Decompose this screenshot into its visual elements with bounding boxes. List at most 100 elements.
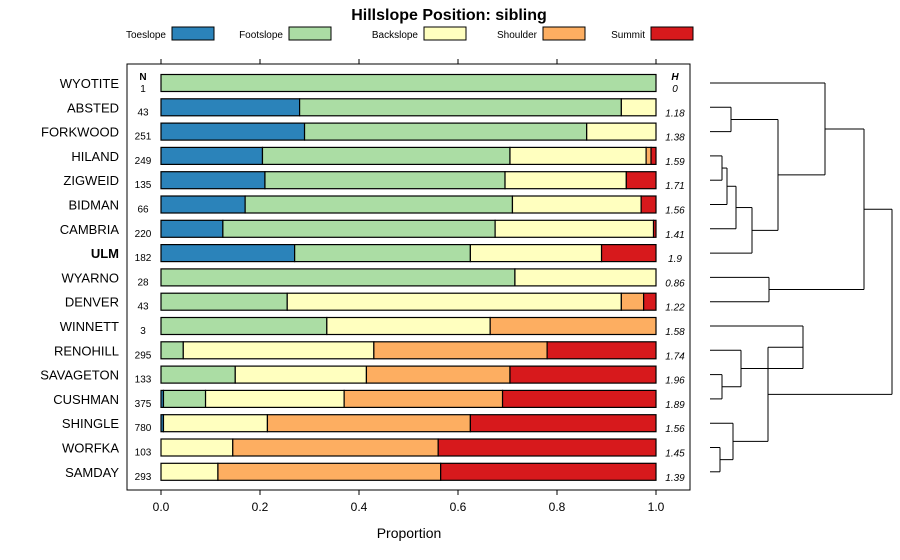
h-value: 1.56 xyxy=(665,206,685,217)
h-value: 1.56 xyxy=(665,424,685,435)
h-value: 0 xyxy=(672,84,678,95)
bar-segment-toeslope xyxy=(160,195,246,214)
bar-segment-footslope xyxy=(160,268,516,287)
x-tick-label: 0.6 xyxy=(450,500,467,514)
bar-segment-backslope xyxy=(286,292,622,311)
y-axis-labels: WYOTITE ABSTED FORKWOOD HILAND ZIGWEID BIDMAN… xyxy=(40,76,119,480)
h-value: 1.22 xyxy=(665,303,685,314)
bar-segment-toeslope xyxy=(160,244,296,263)
h-value: 1.58 xyxy=(665,327,685,338)
h-value: 1.74 xyxy=(665,351,685,362)
bar-segment-backslope xyxy=(234,365,368,384)
plot-area: 0.0 0.2 0.4 0.6 0.8 1.0 N H 1 0 43 1.18 251 1.38 249 1.… xyxy=(126,59,691,514)
n-header: N xyxy=(139,72,146,83)
bar-segment-toeslope xyxy=(160,219,224,238)
bar-segment-toeslope xyxy=(160,171,266,190)
bar-segment-backslope xyxy=(204,389,345,408)
bar-segment-shoulder xyxy=(620,292,645,311)
h-value: 1.38 xyxy=(665,133,685,144)
legend-swatch-footslope xyxy=(288,26,332,41)
bar-segment-toeslope xyxy=(160,98,301,117)
h-value: 1.39 xyxy=(665,473,685,484)
x-tick-label: 1.0 xyxy=(648,500,665,514)
category-label: WYOTITE xyxy=(60,76,120,91)
dendrogram xyxy=(710,82,893,473)
bar-segment-toeslope xyxy=(160,122,306,141)
bar-segment-footslope xyxy=(294,244,471,263)
n-value: 28 xyxy=(137,277,149,288)
bar-segment-toeslope xyxy=(160,146,264,165)
legend: Toeslope Footslope Backslope Shoulder Summit xyxy=(126,26,694,41)
x-tick-label: 0.4 xyxy=(351,500,368,514)
bar-segment-shoulder xyxy=(343,389,504,408)
x-tick-label: 0.2 xyxy=(252,500,269,514)
legend-swatch-backslope xyxy=(423,26,467,41)
h-value: 1.59 xyxy=(665,157,685,168)
bar-segment-footslope xyxy=(160,316,328,336)
bar-segment-summit xyxy=(625,171,657,190)
x-tick-label: 0.0 xyxy=(153,500,170,514)
bar-segment-backslope xyxy=(326,316,491,336)
category-label: CAMBRIA xyxy=(60,222,120,237)
category-label: WINNETT xyxy=(60,319,119,334)
bar-segment-footslope xyxy=(222,219,496,238)
bar-segment-footslope xyxy=(261,146,511,165)
category-label: SAVAGETON xyxy=(40,368,119,383)
category-label: RENOHILL xyxy=(54,343,119,358)
chart-title: Hillslope Position: sibling xyxy=(351,7,547,24)
n-value: 43 xyxy=(137,302,149,313)
h-value: 1.89 xyxy=(665,400,685,411)
bar-segment-backslope xyxy=(586,122,657,141)
bar-segment-backslope xyxy=(494,219,655,238)
legend-label: Summit xyxy=(611,30,645,41)
category-label: FORKWOOD xyxy=(41,125,119,140)
category-label: ABSTED xyxy=(67,100,119,115)
bar-segment-backslope xyxy=(469,244,603,263)
bar-segment-footslope xyxy=(160,341,184,360)
h-value: 1.18 xyxy=(665,108,685,119)
bar-segment-shoulder xyxy=(645,146,652,165)
legend-label: Toeslope xyxy=(126,30,166,41)
n-value: 780 xyxy=(135,423,152,434)
category-label: ULM xyxy=(91,246,119,261)
n-value: 1 xyxy=(140,84,146,95)
h-value: 1.41 xyxy=(665,230,684,241)
bar-segment-summit xyxy=(546,341,657,360)
bar-segment-shoulder xyxy=(373,341,548,360)
legend-swatch-toeslope xyxy=(171,26,215,41)
bar-segment-summit xyxy=(640,195,657,214)
n-value: 43 xyxy=(137,107,149,118)
h-value: 0.86 xyxy=(665,278,685,289)
bar-segment-backslope xyxy=(620,98,657,117)
legend-label: Shoulder xyxy=(497,30,538,41)
bar-segment-footslope xyxy=(303,122,588,141)
bar-segment-shoulder xyxy=(217,462,442,481)
bar-segment-shoulder xyxy=(266,414,471,433)
bar-segment-footslope xyxy=(160,292,288,311)
n-value: 133 xyxy=(135,375,152,386)
bar-segment-backslope xyxy=(162,414,269,433)
legend-label: Backslope xyxy=(372,30,419,41)
bar-segment-footslope xyxy=(299,98,622,117)
legend-swatch-summit xyxy=(650,26,694,41)
bar-segment-backslope xyxy=(511,195,642,214)
category-label: CUSHMAN xyxy=(53,392,119,407)
n-value: 295 xyxy=(135,350,152,361)
n-value: 249 xyxy=(135,156,152,167)
n-value: 135 xyxy=(135,180,152,191)
h-value: 1.45 xyxy=(665,449,685,460)
category-label: HILAND xyxy=(71,149,119,164)
category-label: SHINGLE xyxy=(62,416,119,431)
bar-segment-summit xyxy=(650,146,657,165)
n-value: 375 xyxy=(135,399,152,410)
category-label: WORFKA xyxy=(62,441,119,456)
bar-segment-summit xyxy=(437,438,657,457)
bar-segment-footslope xyxy=(162,389,207,408)
bar-segment-backslope xyxy=(514,268,657,287)
bar-segment-footslope xyxy=(160,73,657,93)
bar-segment-backslope xyxy=(182,341,375,360)
bar-segment-summit xyxy=(643,292,657,311)
n-value: 66 xyxy=(137,205,149,216)
bar-segment-backslope xyxy=(160,438,234,457)
